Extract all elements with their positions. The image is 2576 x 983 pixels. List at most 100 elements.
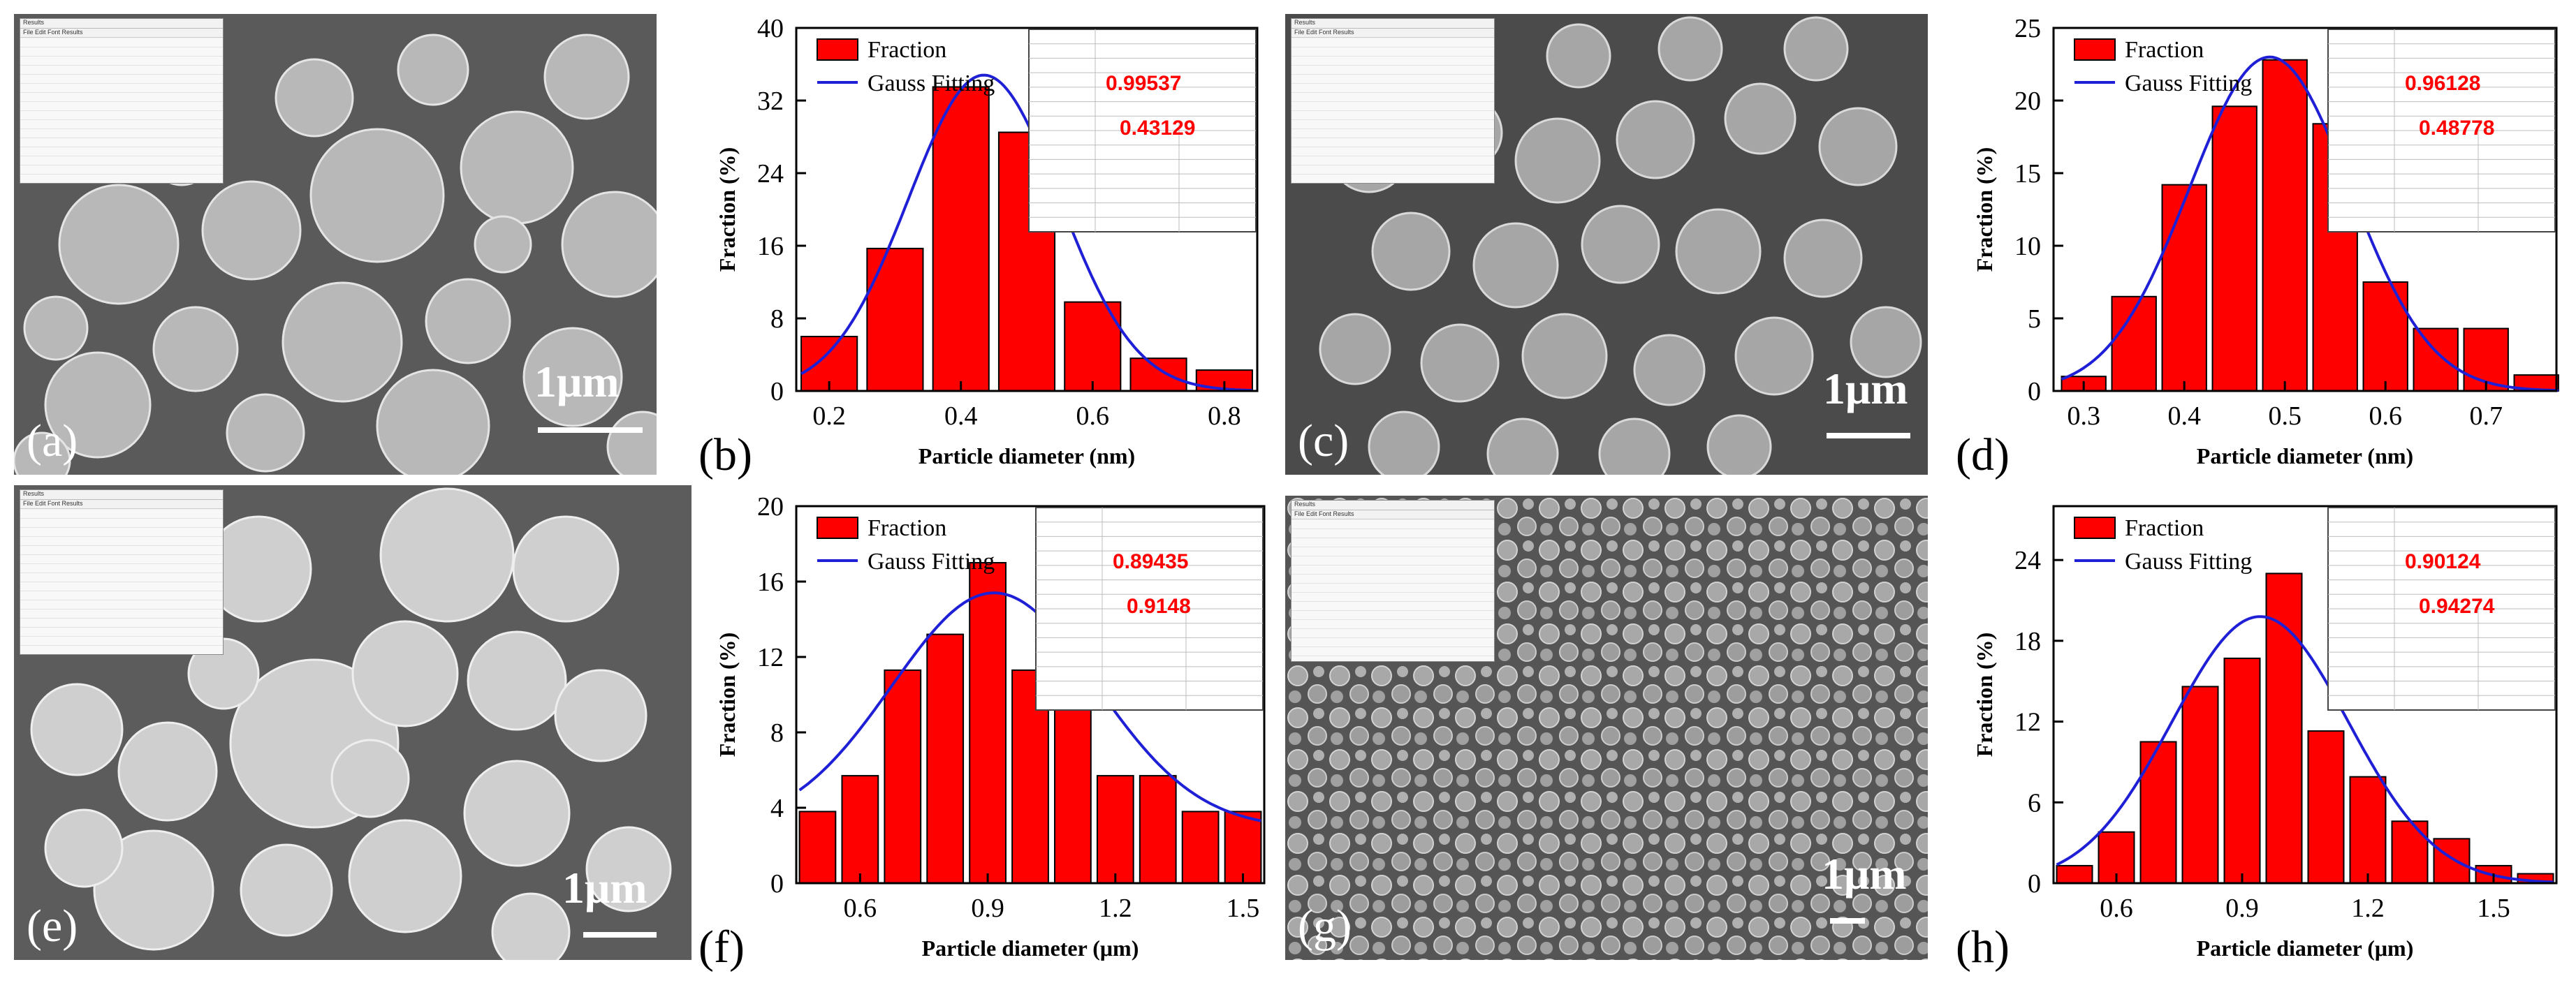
x-tick-label: 1.2 — [2351, 894, 2385, 923]
x-tick-label: 0.4 — [2167, 401, 2201, 431]
y-tick-label: 5 — [2028, 304, 2041, 334]
x-tick-label: 0.9 — [971, 894, 1004, 923]
results-window-title: Results — [1291, 501, 1494, 510]
center-value: 0.9148 — [1127, 595, 1191, 618]
y-axis-label: Fraction (%) — [1972, 147, 1997, 272]
fit-results-table: 0.89435 0.9148 — [1035, 507, 1264, 711]
panel-label-b: (b) — [698, 429, 752, 480]
histogram-bar — [1181, 811, 1220, 884]
y-tick-label: 10 — [2014, 232, 2041, 261]
results-window-menu: File Edit Font Results — [1291, 510, 1494, 519]
fit-results-table: 0.96128 0.48778 — [2327, 29, 2556, 232]
x-tick-label: 0.4 — [944, 401, 978, 431]
x-tick-label: 0.8 — [1208, 401, 1241, 431]
y-tick-label: 8 — [770, 718, 784, 748]
plot-frame — [795, 27, 1259, 392]
y-tick-label: 16 — [757, 568, 784, 597]
scale-bar-label-g: 1μm — [1822, 849, 1907, 899]
legend-label-fraction: Fraction — [2125, 515, 2204, 541]
y-tick-label: 18 — [2014, 627, 2041, 656]
histogram-bar — [2161, 184, 2207, 392]
sem-image-c: Results File Edit Font Results 1μm (c) — [1285, 14, 1928, 475]
sem-image-g: Results File Edit Font Results 1μm (g) — [1285, 496, 1928, 960]
x-tick-label: 1.5 — [1227, 894, 1260, 923]
chart-panel-d: 0 5 10 15 20 25 0.3 0.4 0.5 0.6 0.7 Particle diamet… — [1956, 14, 2570, 482]
x-axis-label: Particle diameter (μm) — [922, 936, 1139, 961]
chart-d: 0 5 10 15 20 25 0.3 0.4 0.5 0.6 0.7 Particle diamet… — [1972, 14, 2559, 468]
legend-label-gauss: Gauss Fitting — [868, 549, 995, 575]
x-axis-label: Particle diameter (μm) — [2197, 936, 2414, 961]
x-tick-label: 0.6 — [1076, 401, 1110, 431]
results-window-g: Results File Edit Font Results — [1291, 500, 1495, 662]
r-squared-value: 0.96128 — [2405, 72, 2480, 95]
plot-frame — [2052, 27, 2558, 392]
histogram-bar — [1224, 811, 1262, 884]
chart-panel-b: 0 8 16 24 32 40 0.2 0.4 0.6 0.8 Particle diameter … — [698, 14, 1271, 482]
legend-label-gauss: Gauss Fitting — [2125, 71, 2252, 96]
x-tick-label: 0.5 — [2268, 401, 2301, 431]
y-tick-label: 4 — [770, 794, 784, 823]
y-tick-label: 20 — [757, 492, 784, 522]
legend-label-gauss: Gauss Fitting — [868, 71, 995, 96]
scale-bar-a — [538, 427, 643, 433]
scale-bar-e — [583, 932, 657, 938]
legend-label-fraction: Fraction — [2125, 37, 2204, 63]
results-window-e: Results File Edit Font Results — [20, 489, 224, 655]
legend-label-fraction: Fraction — [868, 37, 946, 63]
histogram-bar — [2362, 281, 2408, 392]
x-axis-label: Particle diameter (nm) — [919, 443, 1135, 468]
scale-bar-g — [1830, 918, 1865, 924]
gauss-fit-line — [2056, 615, 2554, 884]
x-tick-label: 1.2 — [1099, 894, 1132, 923]
sem-image-e: Results File Edit Font Results 1μm (e) — [14, 485, 691, 960]
chart-f: 0 4 8 12 16 20 0.6 0.9 1.2 1.5 Particle diameter (… — [715, 492, 1266, 961]
panel-label-h: (h) — [1956, 922, 2010, 973]
histogram-bar — [2223, 657, 2261, 885]
histogram-bar — [2433, 838, 2471, 885]
y-axis-label: Fraction (%) — [715, 147, 740, 272]
x-tick-label: 0.9 — [2225, 894, 2259, 923]
histogram-bar — [926, 633, 965, 884]
chart-h: 0 6 12 18 24 0.6 0.9 1.2 1.5 Particle diameter (μ… — [1972, 505, 2558, 961]
histogram-bar — [884, 669, 922, 884]
legend-label-gauss: Gauss Fitting — [2125, 549, 2252, 575]
histogram-bar — [2211, 105, 2257, 392]
y-tick-label: 40 — [757, 14, 784, 43]
results-table — [1291, 520, 1494, 661]
y-tick-label: 24 — [757, 159, 784, 189]
results-window-menu: File Edit Font Results — [20, 29, 223, 38]
fit-results-table: 0.90124 0.94274 — [2327, 507, 2556, 711]
panel-label-f: (f) — [698, 922, 745, 973]
y-tick-label: 16 — [757, 232, 784, 261]
results-table — [20, 510, 223, 654]
histogram-bar — [2413, 327, 2459, 392]
results-window-c: Results File Edit Font Results — [1291, 18, 1495, 184]
legend-swatch-fraction — [2074, 517, 2116, 539]
chart-panel-h: 0 6 12 18 24 0.6 0.9 1.2 1.5 Particle diameter (μ… — [1956, 492, 2570, 974]
r-squared-value: 0.90124 — [2405, 550, 2481, 573]
histogram-bar — [1139, 775, 1177, 884]
histogram-bar — [2391, 820, 2429, 884]
results-window-title: Results — [20, 19, 223, 29]
histogram-bar — [1096, 775, 1134, 884]
histogram-bar — [798, 811, 837, 884]
y-tick-label: 6 — [2028, 788, 2041, 818]
legend-label-fraction: Fraction — [868, 515, 946, 541]
x-tick-label: 0.6 — [844, 894, 877, 923]
r-squared-value: 0.89435 — [1113, 550, 1188, 573]
y-tick-label: 32 — [757, 87, 784, 116]
gauss-fit-line — [800, 73, 1252, 392]
panel-label-e: (e) — [27, 901, 78, 952]
histogram-bar — [866, 247, 924, 392]
y-tick-label: 0 — [2028, 377, 2041, 406]
histogram-bar — [2056, 864, 2093, 885]
panel-label-c: (c) — [1298, 415, 1349, 466]
y-axis-label: Fraction (%) — [1972, 633, 1997, 757]
gauss-fit-line — [2061, 55, 2559, 392]
y-tick-label: 15 — [2014, 159, 2041, 189]
results-window-title: Results — [20, 490, 223, 500]
legend-swatch-fraction — [817, 38, 858, 61]
y-tick-label: 12 — [757, 643, 784, 672]
scale-bar-label-a: 1μm — [534, 357, 620, 406]
y-tick-label: 0 — [770, 377, 784, 406]
